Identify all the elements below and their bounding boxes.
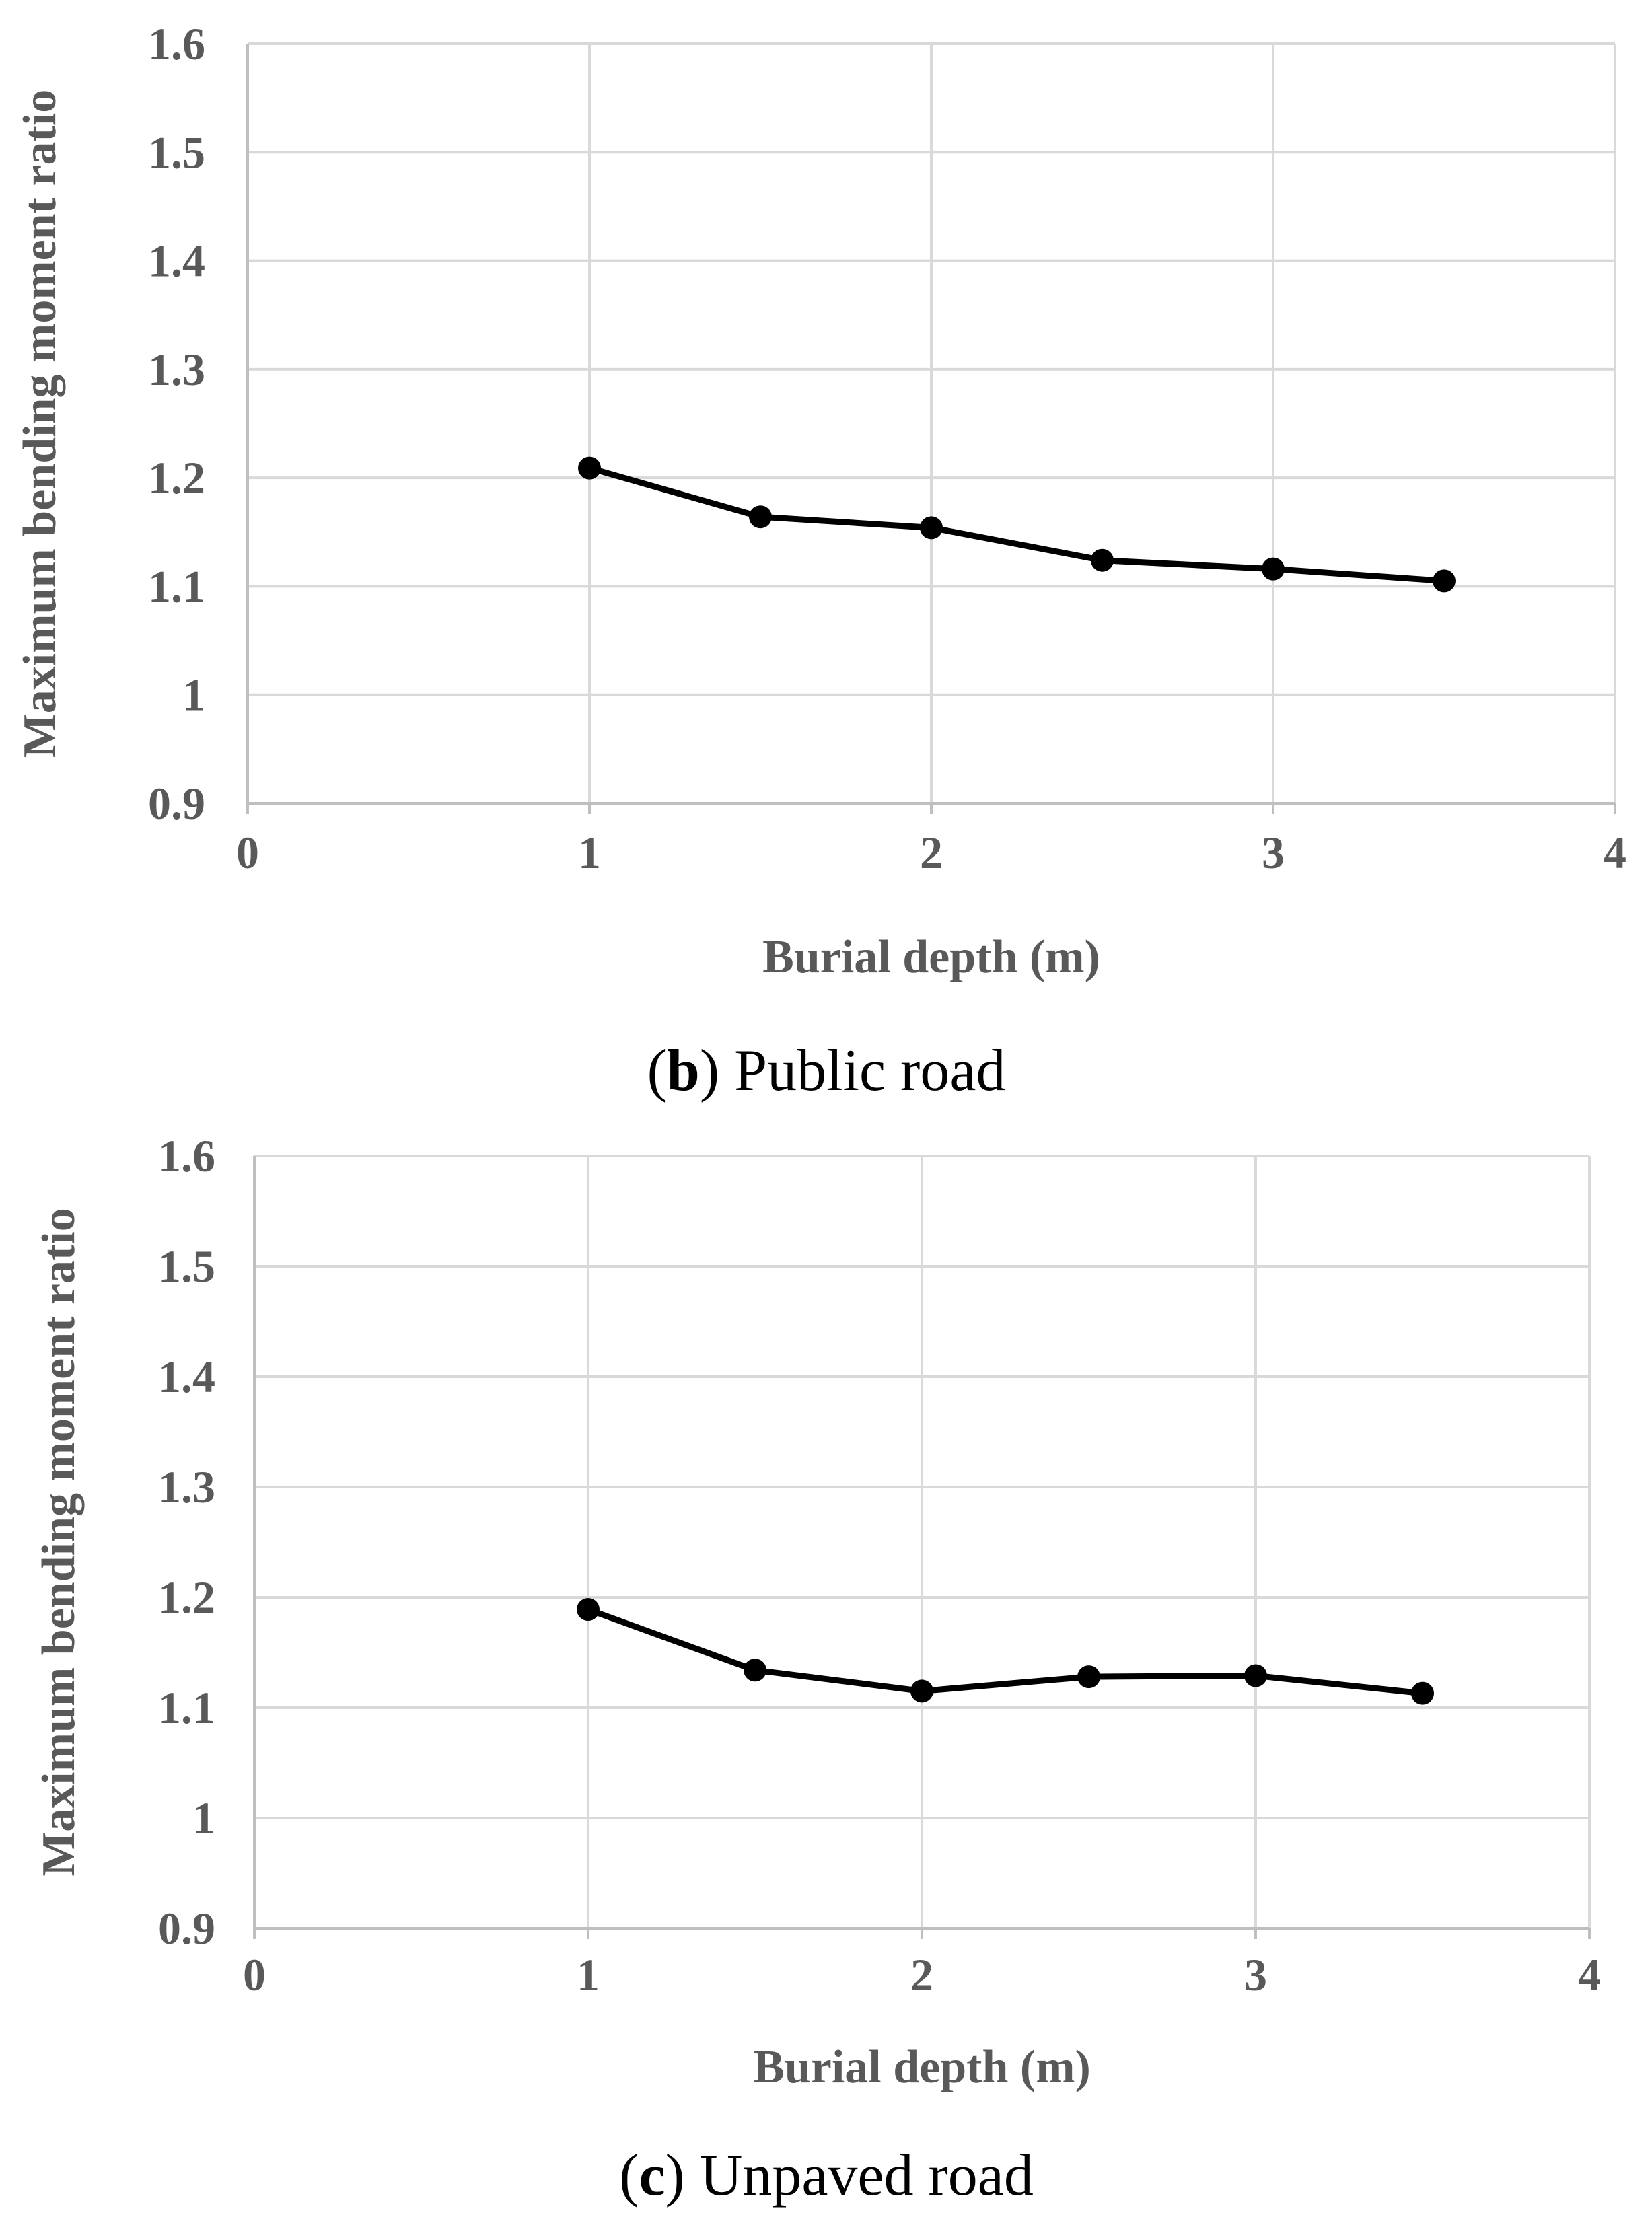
chart-0-xtick-label: 2	[920, 827, 943, 878]
chart-unpaved-road: 0.9 1 1.1 1.2 1.3 1.4 1.5 1.6 0 1 2 3 4 Burial depth …	[33, 1130, 1601, 2208]
chart-0-caption-text: ) Public road	[700, 1038, 1006, 1103]
chart-public-road: 0.9 1 1.1 1.2 1.3 1.4 1.5 1.6 0 1 2 3 4 Burial depth …	[14, 18, 1626, 1103]
chart-0-xtick-label: 3	[1262, 827, 1285, 878]
chart-1-ytick-label: 1.6	[158, 1130, 215, 1181]
chart-1-ytick-label: 0.9	[158, 1903, 215, 1954]
chart-1-data-point	[1411, 1681, 1434, 1705]
chart-1-caption-open: (	[619, 2143, 639, 2208]
chart-1-x-axis-title: Burial depth (m)	[753, 2041, 1091, 2093]
chart-0-y-axis-title: Maximum bending moment ratio	[14, 89, 66, 758]
chart-0-ytick-label: 1.3	[148, 344, 205, 395]
chart-0-data-point	[578, 456, 601, 480]
chart-1-data-point	[744, 1659, 766, 1682]
chart-1-xtick-label: 1	[577, 1949, 600, 2000]
chart-0-series-line	[588, 465, 1445, 584]
chart-0-data-point	[1091, 548, 1114, 572]
chart-0-data-point	[1433, 569, 1456, 593]
chart-0-ytick-label: 1.6	[148, 18, 205, 69]
chart-1-xtick-label: 3	[1244, 1949, 1267, 2000]
chart-1-caption: (c) Unpaved road	[619, 2143, 1034, 2208]
chart-1-data-point	[1244, 1664, 1267, 1687]
chart-1-ytick-label: 1.3	[158, 1461, 215, 1513]
chart-1-data-point	[1077, 1665, 1100, 1689]
chart-1-data-point	[577, 1598, 600, 1622]
chart-1-data-point	[910, 1679, 933, 1703]
chart-1-ytick-label: 1.4	[158, 1351, 215, 1402]
chart-0-xtick-label: 1	[578, 827, 601, 878]
chart-0-ytick-label: 1.5	[148, 126, 205, 178]
chart-0-ytick-label: 1.4	[148, 235, 205, 287]
chart-0-ytick-label: 1.1	[148, 560, 205, 612]
chart-0-xtick-label: 0	[236, 827, 259, 878]
chart-1-xtick-label: 0	[243, 1949, 266, 2000]
chart-1-ytick-label: 1.2	[158, 1572, 215, 1623]
chart-0-ytick-label: 1	[182, 669, 205, 721]
chart-0-caption-letter: b	[667, 1038, 700, 1103]
chart-0-data-point	[749, 505, 772, 529]
chart-1-caption-text: ) Unpaved road	[666, 2143, 1034, 2208]
chart-0-ytick-label: 0.9	[148, 778, 205, 829]
chart-1-ytick-label: 1.1	[158, 1682, 215, 1733]
chart-1-caption-letter: c	[639, 2143, 665, 2208]
chart-1-ytick-label: 1	[192, 1792, 215, 1844]
chart-1-series-line	[587, 1606, 1423, 1697]
chart-0-caption: (b) Public road	[647, 1038, 1006, 1103]
chart-1-xtick-label: 2	[910, 1949, 933, 2000]
chart-0-x-axis-title: Burial depth (m)	[762, 931, 1100, 983]
chart-1-ytick-label: 1.5	[158, 1241, 215, 1292]
chart-0-data-point	[1262, 557, 1285, 581]
chart-0-xtick-label: 4	[1604, 827, 1626, 878]
chart-0-caption-open: (	[647, 1038, 667, 1103]
chart-1-xtick-label: 4	[1578, 1949, 1601, 2000]
chart-0-data-point	[920, 516, 943, 540]
chart-1-y-axis-title: Maximum bending moment ratio	[33, 1208, 85, 1877]
chart-0-ytick-label: 1.2	[148, 452, 205, 503]
